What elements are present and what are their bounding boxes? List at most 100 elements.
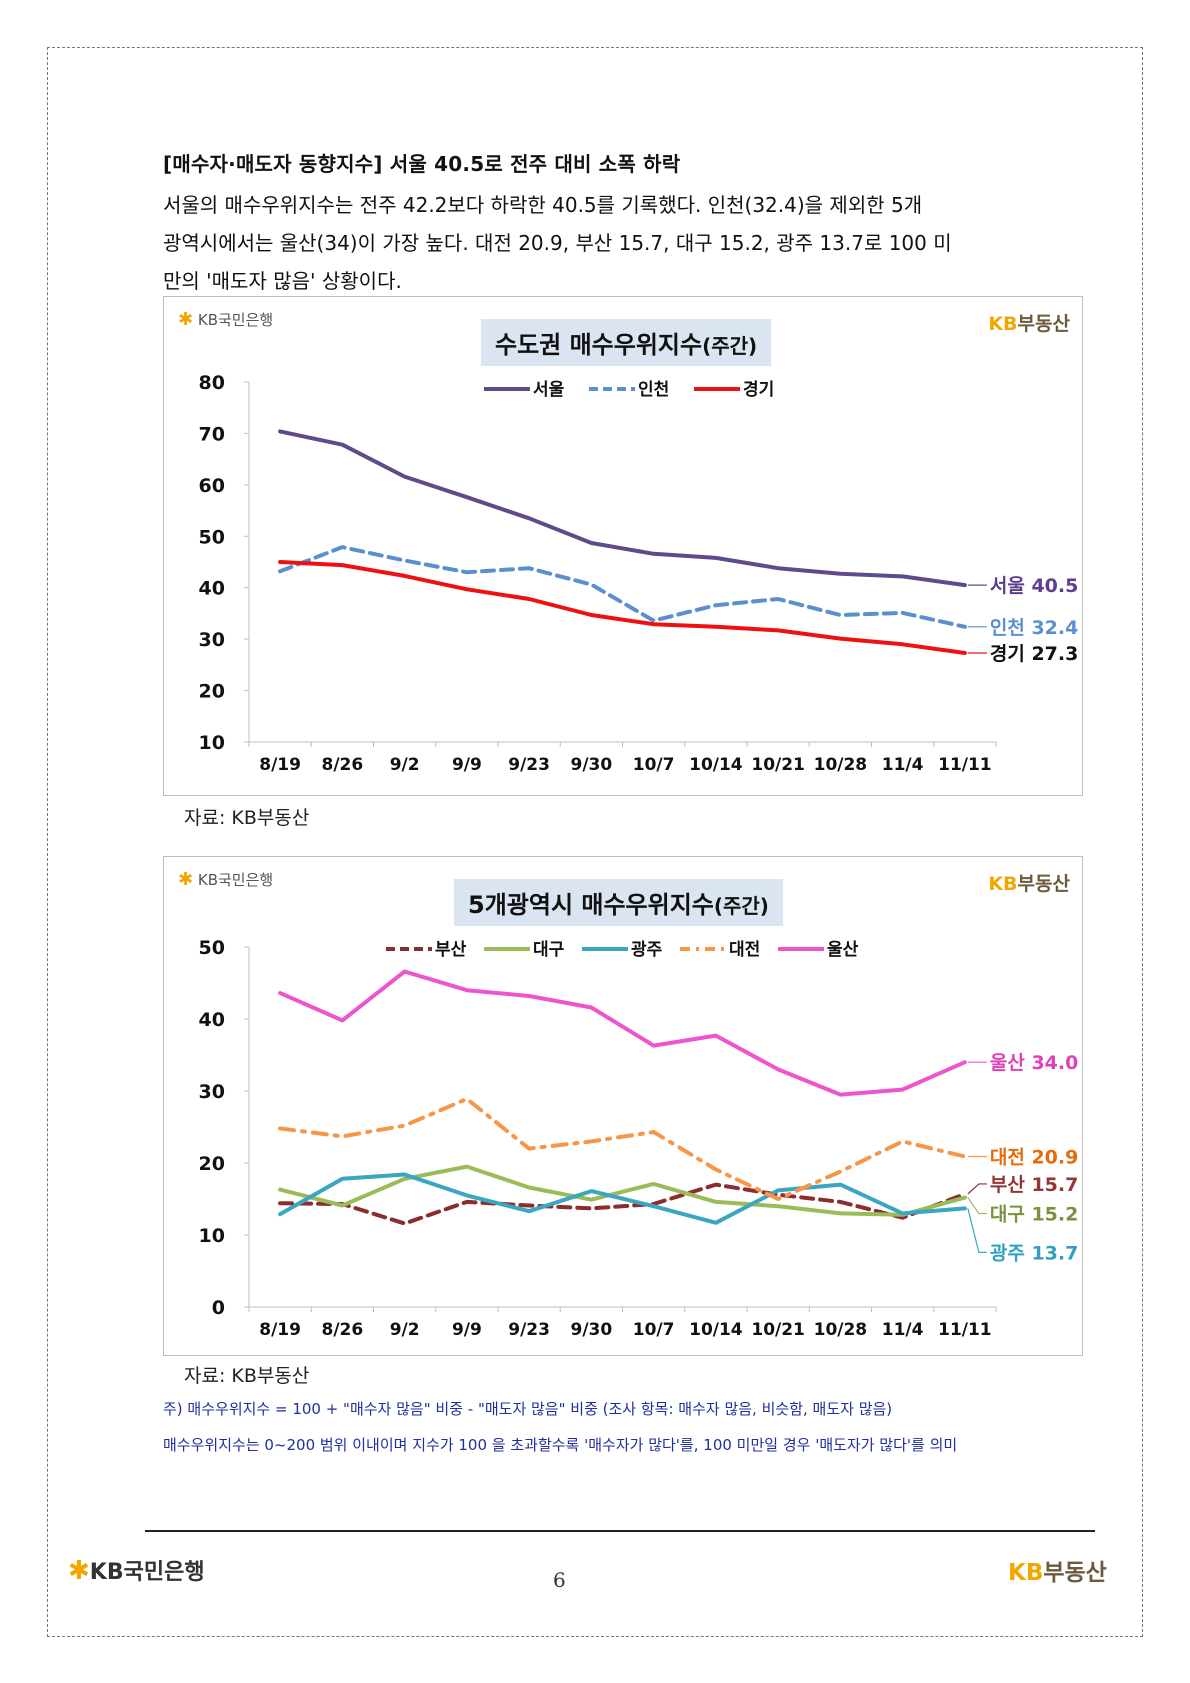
x-tick-label: 9/30	[571, 1320, 613, 1340]
x-tick-label: 9/23	[508, 755, 550, 775]
x-tick-label: 8/26	[322, 1320, 364, 1340]
legend-label: 부산	[435, 940, 467, 960]
series-end-label: 대구 15.2	[990, 1204, 1078, 1226]
x-tick-label: 10/28	[814, 1320, 868, 1340]
series-end-label: 서울 40.5	[990, 575, 1078, 597]
y-tick-label: 20	[199, 1153, 225, 1175]
y-tick-label: 80	[199, 372, 225, 394]
kb-realestate-logo-name: 부동산	[1017, 313, 1070, 335]
x-tick-label: 11/4	[882, 755, 924, 775]
footnote-line: 주) 매수우위지수 = 100 + "매수자 많음" 비중 - "매도자 많음"…	[163, 1400, 893, 1418]
paragraph-line: 서울의 매수우위지수는 전주 42.2보다 하락한 40.5를 기록했다. 인천…	[163, 193, 923, 217]
chart-capital-region: ✱ KB국민은행 KB부동산 수도권 매수우위지수(주간) 10 20 30 40 50…	[163, 296, 1083, 796]
kb-star-icon: ✱	[178, 869, 194, 890]
leader-line	[967, 1183, 987, 1195]
footnote-line: 매수우위지수는 0~200 범위 이내이며 지수가 100 을 초과할수록 '매…	[163, 1436, 958, 1454]
chart-title-text: 5개광역시 매수우위지수	[468, 891, 714, 919]
legend-label: 광주	[631, 940, 663, 960]
chart-metro-cities: ✱ KB국민은행 KB부동산 5개광역시 매수우위지수(주간) 0 10 20 30 4…	[163, 856, 1083, 1356]
series-end-label: 인천 32.4	[990, 617, 1078, 639]
y-tick-label: 50	[199, 526, 225, 548]
footer-realestate-kb: KB	[1008, 1560, 1044, 1586]
footer-kb-bank-logo: ✱KB국민은행	[68, 1554, 205, 1586]
chart-title-suffix: (주간)	[713, 894, 769, 918]
kb-realestate-logo-name: 부동산	[1017, 873, 1070, 895]
y-tick-label: 0	[212, 1297, 225, 1319]
x-tick-label: 11/11	[938, 755, 992, 775]
series-line	[278, 1164, 967, 1217]
chart-source: 자료: KB부동산	[184, 1365, 310, 1387]
kb-star-icon: ✱	[68, 1556, 90, 1586]
y-tick-label: 20	[199, 681, 225, 703]
series-line	[278, 429, 967, 588]
y-tick-label: 40	[199, 578, 225, 600]
chart-plot: 0 10 20 30 40 50 8/19 8/26 9/2 9/9 9/23 9/30 10/7 10/…	[199, 937, 1079, 1340]
kb-realestate-logo-kb: KB	[988, 873, 1018, 895]
series-line	[278, 1172, 967, 1225]
x-tick-label: 9/9	[452, 1320, 482, 1340]
legend-label: 인천	[638, 380, 669, 400]
chart-title: 수도권 매수우위지수(주간)	[481, 319, 772, 366]
summary-paragraph: 서울의 매수우위지수는 전주 42.2보다 하락한 40.5를 기록했다. 인천…	[163, 186, 1073, 300]
kb-star-icon: ✱	[178, 309, 194, 330]
x-tick-label: 8/19	[259, 755, 301, 775]
x-tick-label: 9/2	[390, 1320, 420, 1340]
paragraph-line: 광역시에서는 울산(34)이 가장 높다. 대전 20.9, 부산 15.7, …	[163, 231, 952, 255]
x-tick-label: 8/26	[322, 755, 364, 775]
series-end-label: 광주 13.7	[990, 1242, 1078, 1264]
x-tick-label: 10/28	[814, 755, 868, 775]
leader-line	[967, 1208, 987, 1253]
x-tick-label: 9/30	[571, 755, 613, 775]
series-line	[278, 560, 967, 655]
legend-label: 대구	[533, 940, 565, 960]
series-line	[278, 1182, 967, 1226]
chart-plot: 10 20 30 40 50 60 70 80 8/19 8/26 9/2 9/9 9/23 9/30 10…	[199, 372, 1079, 775]
x-tick-label: 10/7	[633, 1320, 675, 1340]
chart-title-text: 수도권 매수우위지수	[495, 331, 703, 359]
series-end-label: 대전 20.9	[990, 1147, 1078, 1169]
paragraph-line: 만의 '매도자 많음' 상황이다.	[163, 269, 402, 293]
y-tick-label: 50	[199, 937, 225, 959]
legend-label: 대전	[729, 940, 760, 960]
x-tick-label: 9/23	[508, 1320, 550, 1340]
x-tick-label: 9/2	[390, 755, 420, 775]
y-tick-label: 10	[199, 1225, 225, 1247]
y-tick-label: 60	[199, 475, 225, 497]
x-tick-label: 9/9	[452, 755, 482, 775]
x-tick-label: 11/4	[882, 1320, 924, 1340]
series-end-label: 울산 34.0	[990, 1052, 1078, 1074]
x-tick-label: 10/7	[633, 755, 675, 775]
legend-label: 울산	[827, 940, 859, 960]
x-tick-label: 10/14	[689, 1320, 743, 1340]
kb-bank-logo-text: KB국민은행	[197, 311, 274, 329]
x-tick-label: 11/11	[938, 1320, 992, 1340]
footer-divider	[145, 1530, 1095, 1532]
x-tick-label: 10/14	[689, 755, 743, 775]
series-line	[278, 1096, 967, 1201]
kb-realestate-logo-kb: KB	[988, 313, 1018, 335]
legend-label: 경기	[743, 380, 774, 400]
footer-kb-bank-text: KB국민은행	[89, 1560, 205, 1585]
series-line	[278, 545, 967, 629]
footer-kb-realestate-logo: KB부동산	[1008, 1553, 1107, 1587]
page-border	[47, 47, 1143, 1637]
series-end-label: 부산 15.7	[990, 1174, 1078, 1196]
chart-source: 자료: KB부동산	[184, 807, 310, 829]
series-end-label: 경기 27.3	[990, 643, 1078, 665]
kb-bank-logo-text: KB국민은행	[197, 871, 274, 889]
legend-label: 서울	[533, 380, 565, 400]
y-tick-label: 10	[199, 732, 225, 754]
kb-bank-logo: ✱ KB국민은행	[178, 869, 273, 890]
chart-title: 5개광역시 매수우위지수(주간)	[454, 879, 783, 926]
y-tick-label: 70	[199, 423, 225, 445]
y-tick-label: 30	[199, 1081, 225, 1103]
kb-realestate-logo: KB부동산	[988, 309, 1070, 336]
x-tick-label: 8/19	[259, 1320, 301, 1340]
series-line	[278, 969, 967, 1097]
kb-realestate-logo: KB부동산	[988, 869, 1070, 896]
footer-realestate-name: 부동산	[1043, 1560, 1107, 1586]
section-heading: [매수자·매도자 동향지수] 서울 40.5로 전주 대비 소폭 하락	[163, 152, 681, 176]
x-tick-label: 10/21	[751, 1320, 805, 1340]
x-tick-label: 10/21	[751, 755, 805, 775]
y-tick-label: 30	[199, 629, 225, 651]
